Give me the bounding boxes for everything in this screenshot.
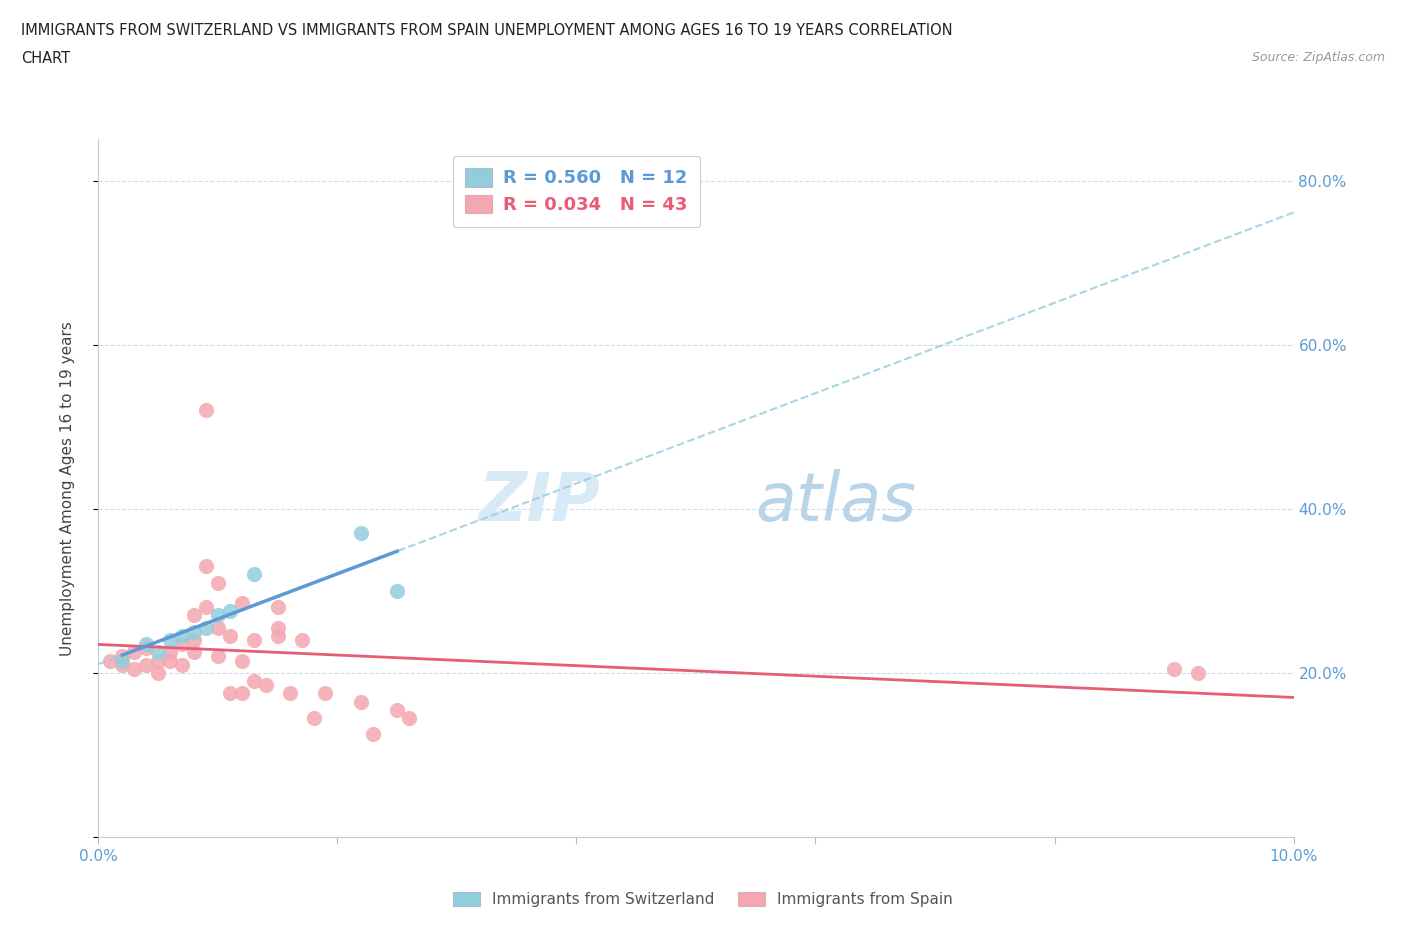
Point: [267, 620, 290, 635]
Point: [231, 686, 253, 701]
Point: [363, 727, 385, 742]
Text: ZIP: ZIP: [478, 470, 600, 535]
Point: [315, 686, 337, 701]
Point: [148, 644, 170, 659]
Point: [254, 678, 277, 693]
Point: [111, 658, 134, 672]
Y-axis label: Unemployment Among Ages 16 to 19 years: Unemployment Among Ages 16 to 19 years: [60, 321, 75, 656]
Point: [385, 702, 409, 717]
Point: [291, 632, 314, 647]
Point: [183, 624, 205, 639]
Point: [1163, 661, 1185, 676]
Point: [267, 629, 290, 644]
Point: [135, 637, 157, 652]
Point: [148, 666, 170, 681]
Point: [195, 600, 218, 615]
Point: [124, 644, 146, 659]
Point: [124, 661, 146, 676]
Point: [231, 653, 253, 668]
Point: [111, 653, 134, 668]
Point: [111, 649, 134, 664]
Point: [148, 653, 170, 668]
Point: [350, 526, 373, 541]
Text: Source: ZipAtlas.com: Source: ZipAtlas.com: [1251, 51, 1385, 64]
Point: [207, 620, 229, 635]
Point: [398, 711, 420, 725]
Point: [1187, 666, 1209, 681]
Point: [243, 632, 266, 647]
Legend: Immigrants from Switzerland, Immigrants from Spain: Immigrants from Switzerland, Immigrants …: [447, 885, 959, 913]
Point: [195, 559, 218, 574]
Point: [278, 686, 301, 701]
Text: CHART: CHART: [21, 51, 70, 66]
Point: [207, 649, 229, 664]
Point: [207, 608, 229, 623]
Text: atlas: atlas: [756, 470, 917, 535]
Point: [183, 644, 205, 659]
Legend: R = 0.560   N = 12, R = 0.034   N = 43: R = 0.560 N = 12, R = 0.034 N = 43: [453, 155, 700, 227]
Point: [243, 673, 266, 688]
Point: [172, 637, 194, 652]
Point: [135, 641, 157, 656]
Point: [385, 583, 409, 598]
Point: [302, 711, 325, 725]
Point: [172, 629, 194, 644]
Point: [183, 608, 205, 623]
Point: [159, 653, 181, 668]
Point: [195, 620, 218, 635]
Point: [231, 596, 253, 611]
Point: [159, 632, 181, 647]
Point: [183, 632, 205, 647]
Point: [172, 658, 194, 672]
Point: [243, 567, 266, 582]
Point: [267, 600, 290, 615]
Point: [100, 653, 122, 668]
Point: [350, 694, 373, 709]
Point: [219, 629, 242, 644]
Point: [135, 658, 157, 672]
Point: [219, 686, 242, 701]
Point: [159, 644, 181, 659]
Point: [207, 575, 229, 590]
Point: [219, 604, 242, 618]
Text: IMMIGRANTS FROM SWITZERLAND VS IMMIGRANTS FROM SPAIN UNEMPLOYMENT AMONG AGES 16 : IMMIGRANTS FROM SWITZERLAND VS IMMIGRANT…: [21, 23, 953, 38]
Point: [195, 403, 218, 418]
